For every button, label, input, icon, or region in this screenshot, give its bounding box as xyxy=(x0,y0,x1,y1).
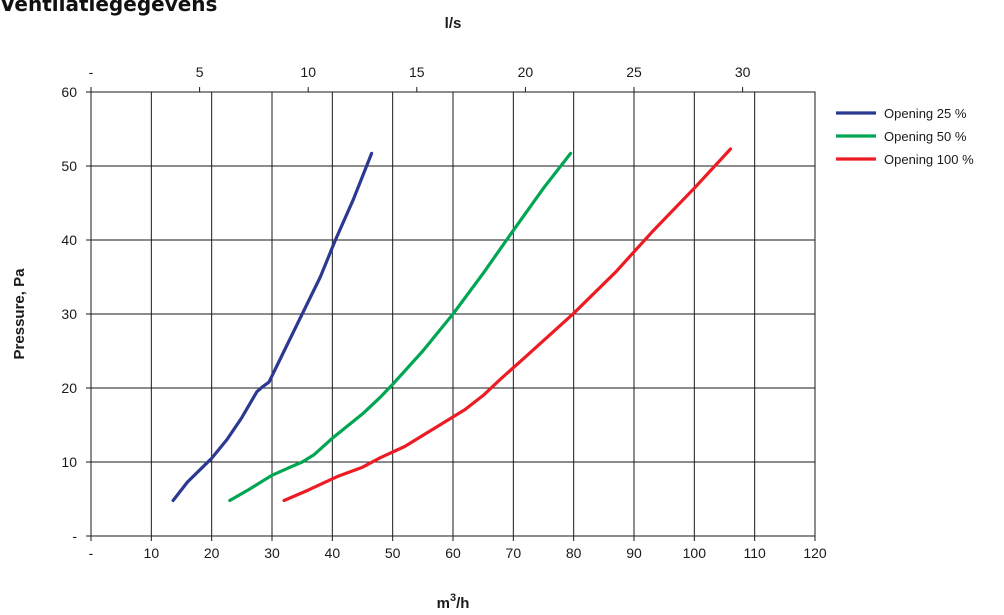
x-tick-label: 70 xyxy=(506,545,522,561)
x-tick-label: 10 xyxy=(144,545,160,561)
tick-layer: - 10 20 30 40 50 60 70 80 90 100 110 120 - 5 10 15 20 25 30… xyxy=(61,64,826,561)
y-tick-label: 10 xyxy=(61,454,77,470)
x-tick-label: 100 xyxy=(683,545,707,561)
legend-label-3: Opening 100 % xyxy=(884,152,974,167)
x-tick-label: 50 xyxy=(385,545,401,561)
series-layer xyxy=(171,147,733,503)
x-tick-label: 60 xyxy=(445,545,461,561)
x2-tick-label: 25 xyxy=(626,64,642,80)
y-tick-label: 30 xyxy=(61,306,77,322)
legend: Opening 25 % Opening 50 % Opening 100 % xyxy=(836,106,974,167)
x2-tick-label: 10 xyxy=(300,64,316,80)
series-line-2 xyxy=(228,151,573,503)
page-title: Ventilatiegegevens xyxy=(0,0,218,16)
x-tick-label: 20 xyxy=(204,545,220,561)
y-tick-label: 40 xyxy=(61,232,77,248)
grid-lines xyxy=(91,92,815,536)
x2-tick-label: 5 xyxy=(196,64,204,80)
legend-label-1: Opening 25 % xyxy=(884,106,967,121)
x-tick-label: 80 xyxy=(566,545,582,561)
y-tick-label: 60 xyxy=(61,84,77,100)
x2-tick-label: - xyxy=(89,64,94,80)
x2-tick-label: 15 xyxy=(409,64,425,80)
y-tick-label: - xyxy=(72,528,77,544)
y-tick-label: 20 xyxy=(61,380,77,396)
x-tick-label: - xyxy=(89,545,94,561)
y-axis-title: Pressure, Pa xyxy=(11,268,28,360)
x-axis-title: m3/h xyxy=(437,592,470,612)
x-tick-label: 90 xyxy=(626,545,642,561)
y-tick-label: 50 xyxy=(61,158,77,174)
series-line-1 xyxy=(171,151,374,503)
x-tick-label: 30 xyxy=(264,545,280,561)
x-tick-label: 110 xyxy=(744,545,767,561)
x-tick-label: 120 xyxy=(803,545,827,561)
x-tick-label: 40 xyxy=(325,545,341,561)
x2-tick-label: 30 xyxy=(735,64,751,80)
x2-axis-title: l/s xyxy=(445,15,462,32)
series-line-3 xyxy=(282,147,733,503)
legend-label-2: Opening 50 % xyxy=(884,129,967,144)
x2-tick-label: 20 xyxy=(518,64,534,80)
